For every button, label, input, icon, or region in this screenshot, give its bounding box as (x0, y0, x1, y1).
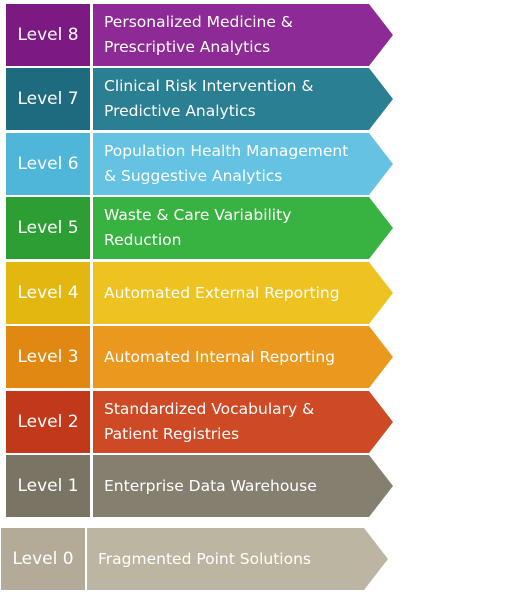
level-8-label: Level 8 (6, 4, 90, 66)
level-6-label: Level 6 (6, 133, 90, 195)
level-4-arrow: Automated External Reporting (93, 262, 393, 324)
level-2-description: Standardized Vocabulary & Patient Regist… (104, 400, 315, 443)
level-2-row: Level 2 Standardized Vocabulary & Patien… (6, 391, 393, 453)
level-7-description: Clinical Risk Intervention & Predictive … (104, 77, 314, 120)
level-5-arrow: Waste & Care Variability Reduction (93, 197, 393, 259)
level-6-description: Population Health Management & Suggestiv… (104, 142, 349, 185)
level-7-row: Level 7 Clinical Risk Intervention & Pre… (6, 68, 393, 130)
level-1-row: Level 1 Enterprise Data Warehouse (6, 455, 393, 517)
level-3-description: Automated Internal Reporting (104, 347, 335, 366)
level-4-label: Level 4 (6, 262, 90, 324)
level-0-arrow: Fragmented Point Solutions (87, 528, 388, 590)
level-5-row: Level 5 Waste & Care Variability Reducti… (6, 197, 393, 259)
level-4-row: Level 4 Automated External Reporting (6, 262, 393, 324)
level-7-arrow: Clinical Risk Intervention & Predictive … (93, 68, 393, 130)
level-1-description: Enterprise Data Warehouse (104, 476, 317, 495)
level-1-arrow: Enterprise Data Warehouse (93, 455, 393, 517)
level-6-row: Level 6 Population Health Management & S… (6, 133, 393, 195)
level-4-description: Automated External Reporting (104, 283, 340, 302)
level-3-arrow: Automated Internal Reporting (93, 326, 393, 388)
level-8-description: Personalized Medicine & Prescriptive Ana… (104, 13, 293, 56)
level-8-arrow: Personalized Medicine & Prescriptive Ana… (93, 4, 393, 66)
level-1-label: Level 1 (6, 455, 90, 517)
level-7-label: Level 7 (6, 68, 90, 130)
level-5-label: Level 5 (6, 197, 90, 259)
level-2-arrow: Standardized Vocabulary & Patient Regist… (93, 391, 393, 453)
level-0-description: Fragmented Point Solutions (98, 549, 311, 568)
level-0-label: Level 0 (1, 528, 85, 590)
level-0-row: Level 0 Fragmented Point Solutions (1, 528, 388, 590)
level-2-label: Level 2 (6, 391, 90, 453)
level-6-arrow: Population Health Management & Suggestiv… (93, 133, 393, 195)
level-3-row: Level 3 Automated Internal Reporting (6, 326, 393, 388)
level-3-label: Level 3 (6, 326, 90, 388)
level-5-description: Waste & Care Variability Reduction (104, 206, 292, 249)
level-8-row: Level 8 Personalized Medicine & Prescrip… (6, 4, 393, 66)
